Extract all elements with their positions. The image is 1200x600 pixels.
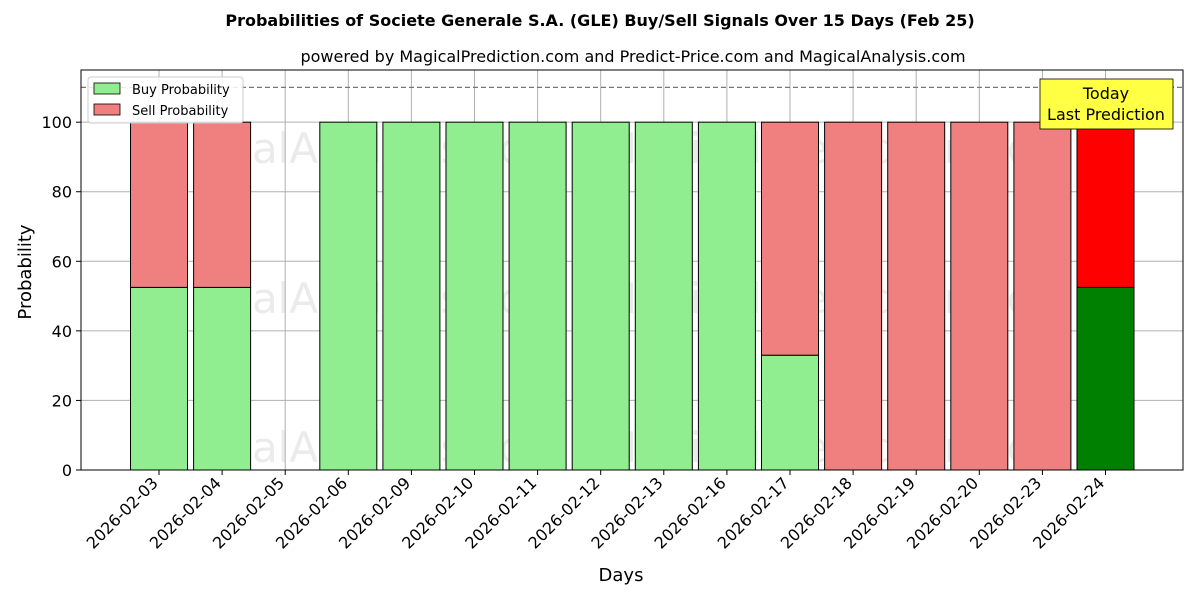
chart-subtitle: powered by MagicalPrediction.com and Pre… xyxy=(300,47,965,66)
today-annotation-line1: Today xyxy=(1082,84,1129,103)
bar-buy xyxy=(761,354,819,471)
bar-buy xyxy=(445,121,504,471)
y-axis-label: Probability xyxy=(15,224,36,319)
bar-sell xyxy=(193,121,252,288)
y-tick-label: 80 xyxy=(52,183,72,202)
y-axis-ticks: 0 20 40 60 80 100 xyxy=(41,113,81,480)
today-annotation-line2: Last Prediction xyxy=(1047,105,1165,124)
bar-buy xyxy=(319,121,378,471)
bar-sell xyxy=(887,121,946,471)
y-tick-label: 20 xyxy=(52,391,72,410)
bar-sell xyxy=(1013,121,1072,471)
y-tick-label: 100 xyxy=(41,113,72,132)
legend: Buy Probability Sell Probability xyxy=(87,76,244,124)
x-axis-label: Days xyxy=(599,565,644,586)
legend-sell-label: Sell Probability xyxy=(132,104,229,119)
bar-buy xyxy=(193,286,252,471)
bar-buy xyxy=(508,121,567,471)
y-tick-label: 0 xyxy=(62,461,72,480)
bar-sell xyxy=(761,121,819,356)
bar-sell xyxy=(130,121,188,288)
chart-title: Probabilities of Societe Generale S.A. (… xyxy=(225,11,974,30)
y-tick-label: 60 xyxy=(52,252,72,271)
bar-sell xyxy=(1076,121,1135,288)
legend-sell-swatch xyxy=(93,103,121,116)
bar-buy xyxy=(697,121,756,471)
bar-series xyxy=(130,121,1135,471)
bar-buy xyxy=(382,121,441,471)
y-tick-label: 40 xyxy=(52,322,72,341)
legend-box xyxy=(87,76,244,124)
bar-sell xyxy=(950,121,1009,471)
legend-buy-label: Buy Probability xyxy=(132,83,230,98)
bar-buy xyxy=(571,121,630,471)
legend-buy-swatch xyxy=(93,82,121,95)
bar-buy xyxy=(130,286,188,471)
bar-sell xyxy=(824,121,883,471)
today-annotation-box xyxy=(1039,78,1174,130)
bar-buy xyxy=(1076,286,1135,471)
today-annotation: Today Last Prediction xyxy=(1039,78,1174,130)
bar-buy xyxy=(634,121,693,471)
plot-frame xyxy=(80,69,1184,471)
